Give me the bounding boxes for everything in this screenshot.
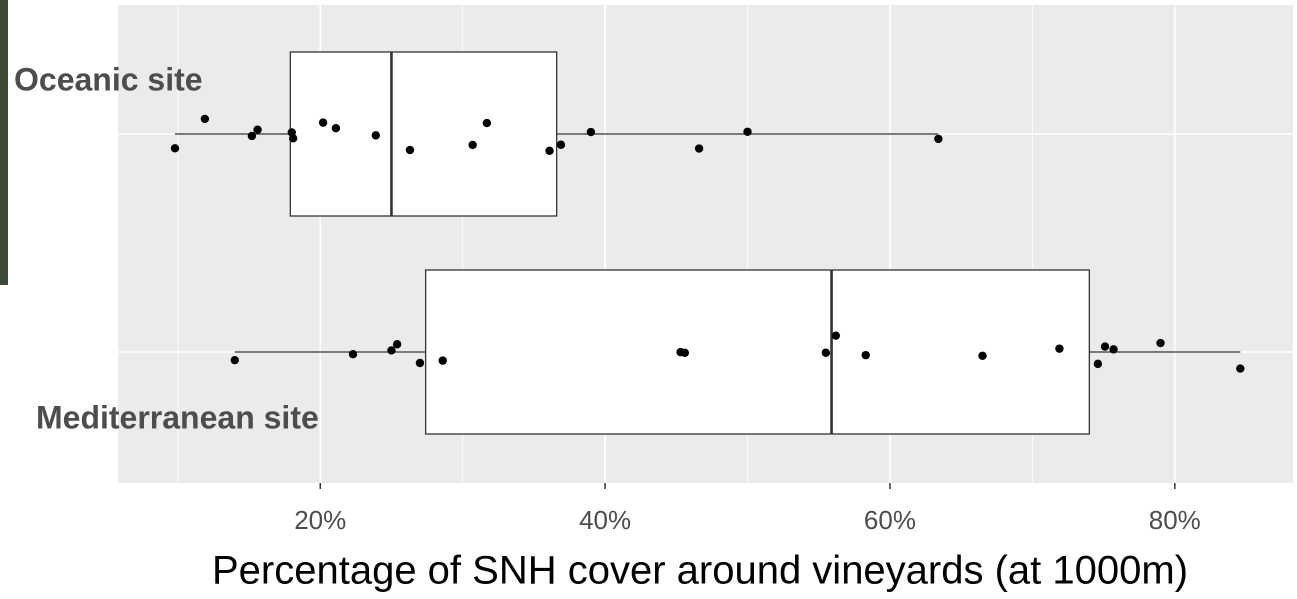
point bbox=[586, 127, 596, 137]
point bbox=[545, 146, 554, 156]
point bbox=[253, 125, 262, 134]
point bbox=[331, 123, 341, 133]
point bbox=[170, 144, 180, 153]
point bbox=[1236, 364, 1245, 373]
x-tick-label: 40% bbox=[579, 505, 631, 535]
point bbox=[247, 131, 257, 141]
point bbox=[318, 118, 328, 127]
point bbox=[392, 340, 402, 349]
point bbox=[482, 118, 492, 128]
point bbox=[415, 358, 425, 368]
point bbox=[405, 145, 415, 155]
point bbox=[831, 331, 841, 340]
box bbox=[424, 269, 1090, 435]
point bbox=[1156, 338, 1165, 348]
point bbox=[288, 134, 298, 143]
x-axis-title: Percentage of SNH cover around vineyards… bbox=[212, 549, 1188, 593]
point bbox=[556, 140, 566, 149]
point bbox=[934, 134, 943, 144]
category-label: Oceanic site bbox=[14, 61, 203, 97]
x-tick-label: 60% bbox=[864, 505, 916, 535]
point bbox=[1109, 345, 1118, 354]
point bbox=[438, 356, 447, 365]
point bbox=[821, 348, 831, 357]
image-edge bbox=[0, 0, 8, 285]
point bbox=[1055, 344, 1064, 353]
point bbox=[978, 351, 987, 360]
point bbox=[1093, 359, 1103, 369]
point bbox=[861, 350, 870, 360]
point bbox=[743, 127, 752, 136]
point bbox=[468, 140, 477, 150]
point bbox=[694, 144, 704, 153]
x-tick-label: 20% bbox=[294, 505, 346, 535]
point bbox=[200, 114, 210, 124]
category-label: Mediterranean site bbox=[36, 399, 319, 435]
box bbox=[289, 51, 558, 217]
point bbox=[680, 348, 690, 357]
x-tick-label: 80% bbox=[1149, 505, 1201, 535]
point bbox=[387, 346, 396, 355]
point bbox=[1100, 342, 1110, 351]
point bbox=[348, 349, 358, 359]
point bbox=[371, 131, 380, 140]
point bbox=[230, 355, 239, 365]
